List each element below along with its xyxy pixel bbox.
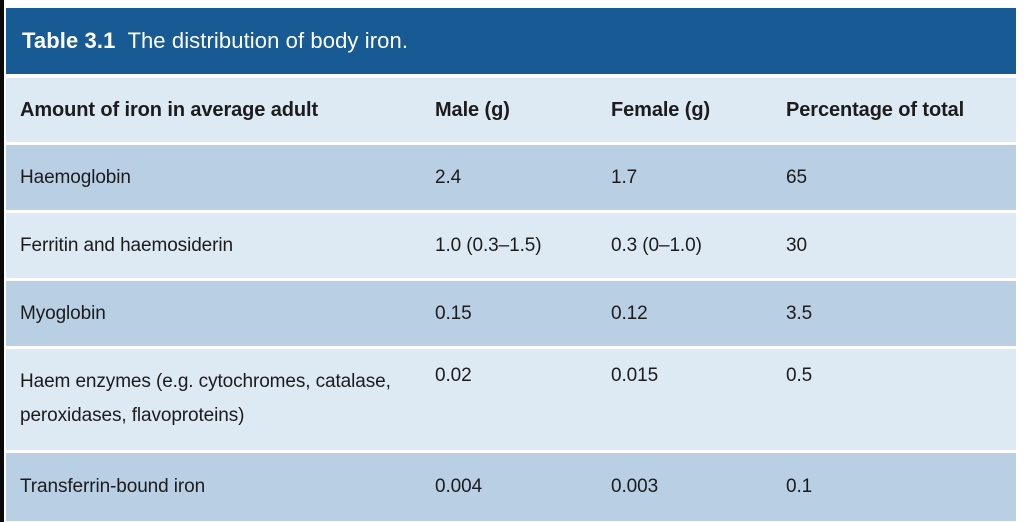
percentage-value: 3.5 — [786, 302, 813, 324]
table-row-transferrin: Transferrin-bound iron 0.004 0.003 0.1 — [6, 453, 1016, 521]
iron-distribution-table: Table 3.1 The distribution of body iron.… — [6, 8, 1016, 521]
left-border-line — [0, 0, 4, 522]
male-value: 0.15 — [435, 302, 472, 324]
row-label: Haem enzymes (e.g. cytochromes, catalase… — [20, 371, 391, 426]
column-header-percentage: Percentage of total — [786, 98, 965, 121]
column-header-female: Female (g) — [611, 98, 711, 121]
percentage-value: 0.5 — [786, 365, 813, 386]
percentage-value: 30 — [786, 234, 807, 256]
female-value: 0.003 — [611, 476, 659, 497]
table-row-myoglobin: Myoglobin 0.15 0.12 3.5 — [6, 281, 1016, 346]
table-title: The distribution of body iron. — [127, 28, 409, 53]
table-row-ferritin: Ferritin and haemosiderin 1.0 (0.3–1.5) … — [6, 213, 1016, 278]
table-row-haemoglobin: Haemoglobin 2.4 1.7 65 — [6, 145, 1016, 210]
table-number: Table 3.1 — [22, 28, 116, 53]
percentage-value: 0.1 — [786, 476, 813, 497]
female-value: 0.12 — [611, 302, 648, 324]
male-value: 0.004 — [435, 476, 483, 497]
male-value: 2.4 — [435, 166, 462, 188]
female-value: 1.7 — [611, 166, 638, 188]
percentage-value: 65 — [786, 166, 807, 188]
female-value: 0.015 — [611, 365, 659, 386]
column-header-male: Male (g) — [435, 98, 510, 121]
male-value: 1.0 (0.3–1.5) — [435, 234, 542, 256]
row-label: Ferritin and haemosiderin — [20, 234, 233, 256]
table-title-bar: Table 3.1 The distribution of body iron. — [6, 8, 1016, 74]
male-value: 0.02 — [435, 365, 472, 386]
table-row-haem-enzymes: Haem enzymes (e.g. cytochromes, catalase… — [6, 349, 1016, 450]
row-label: Transferrin-bound iron — [20, 476, 206, 497]
table-header-row: Amount of iron in average adult Male (g)… — [6, 78, 1016, 142]
column-header-amount: Amount of iron in average adult — [20, 98, 319, 121]
row-label: Haemoglobin — [20, 166, 131, 188]
female-value: 0.3 (0–1.0) — [611, 234, 702, 256]
row-label: Myoglobin — [20, 302, 106, 324]
